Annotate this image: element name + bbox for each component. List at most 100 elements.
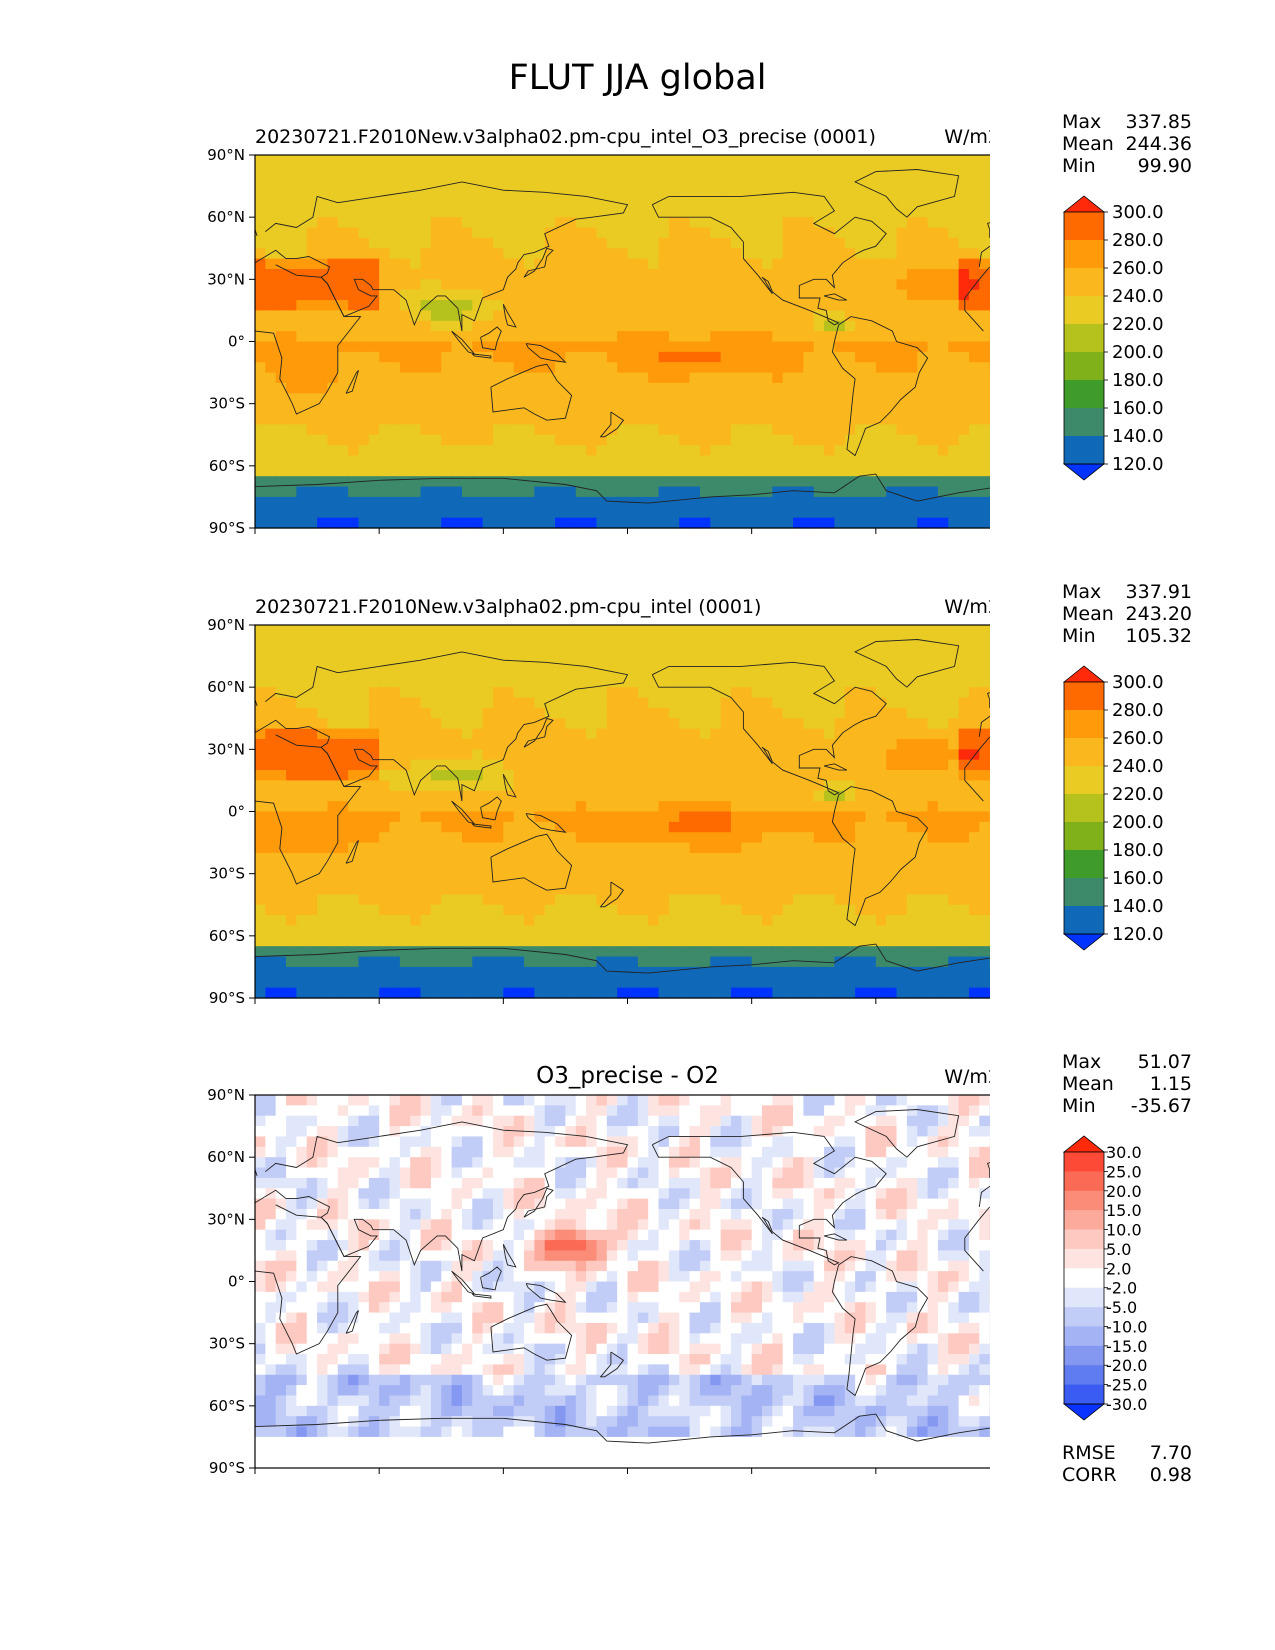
field-cell [958, 697, 970, 709]
field-cell [472, 635, 484, 647]
field-cell [834, 310, 846, 322]
field-cell [855, 372, 867, 384]
field-cell [586, 414, 598, 425]
field-cell [606, 300, 618, 312]
field-cell [751, 455, 763, 467]
field-cell [937, 414, 949, 425]
field-cell [410, 894, 422, 906]
field-cell [368, 625, 380, 636]
field-cell [658, 873, 670, 885]
field-cell [648, 445, 660, 457]
field-cell [627, 424, 639, 436]
field-cell [803, 780, 815, 792]
field-cell [575, 186, 587, 198]
field-cell [565, 175, 577, 187]
field-cell [358, 300, 370, 312]
field-cell [824, 268, 836, 280]
field-cell [275, 728, 287, 740]
field-cell [782, 372, 794, 384]
field-cell [937, 289, 949, 301]
field-cell [896, 687, 908, 699]
field-cell [855, 790, 867, 802]
field-cell [544, 382, 556, 394]
field-cell [617, 821, 629, 833]
field-cell [782, 351, 794, 363]
field-cell [813, 289, 825, 301]
field-cell [927, 894, 939, 906]
field-cell [596, 780, 608, 792]
colorbar-tick-label: 260.0 [1112, 258, 1164, 279]
field-cell [306, 687, 318, 699]
field-cell [275, 258, 287, 270]
field-cell [793, 206, 805, 218]
field-cell [596, 635, 608, 647]
field-cell [555, 718, 567, 730]
field-cell [482, 811, 494, 823]
field-cell [906, 300, 918, 312]
field-cell [875, 268, 887, 280]
field-cell [886, 863, 898, 875]
field-cell [513, 331, 525, 343]
field-cell [741, 915, 753, 927]
field-cell [855, 206, 867, 218]
field-cell [762, 780, 773, 792]
field-cell [824, 310, 836, 322]
field-cell [492, 258, 504, 270]
field-cell [979, 832, 990, 844]
field-cell [296, 217, 308, 229]
field-cell [617, 465, 629, 477]
field-cell [596, 863, 608, 875]
field-cell [979, 645, 990, 657]
field-cell [296, 656, 308, 668]
field-cell [482, 341, 494, 353]
field-cell [751, 217, 763, 229]
field-cell [389, 268, 401, 280]
field-cell [948, 759, 960, 771]
field-cell [968, 351, 980, 363]
field-cell [679, 175, 691, 187]
field-cell [275, 486, 287, 498]
field-cell [420, 625, 432, 636]
field-cell [958, 455, 970, 467]
field-cell [824, 842, 836, 854]
field-cell [637, 445, 649, 457]
field-cell [844, 455, 856, 467]
field-cell [958, 852, 970, 864]
field-cell [627, 217, 639, 229]
field-cell [565, 915, 577, 927]
field-cell [648, 403, 660, 415]
field-cell [627, 268, 639, 280]
field-cell [586, 362, 598, 374]
field-cell [389, 666, 401, 678]
field-cell [575, 707, 587, 719]
field-cell [813, 832, 825, 844]
field-cell [710, 925, 722, 937]
field-cell [875, 728, 887, 740]
field-cell [710, 331, 722, 343]
field-cell [358, 320, 370, 332]
field-cell [834, 186, 846, 198]
field-cell [586, 289, 598, 301]
field-cell [834, 486, 846, 498]
field-cell [492, 635, 504, 647]
field-cell [399, 687, 411, 699]
field-cell [979, 310, 990, 322]
field-cell [730, 801, 742, 813]
field-cell [648, 289, 660, 301]
field-cell [606, 842, 618, 854]
field-cell [472, 894, 484, 906]
field-cell [751, 445, 763, 457]
field-cell [503, 507, 515, 519]
field-cell [617, 196, 629, 208]
field-cell [782, 894, 794, 906]
field-cell [648, 707, 660, 719]
field-cell [772, 749, 784, 761]
field-cell [524, 476, 535, 488]
field-cell [741, 811, 753, 823]
field-cell [875, 738, 887, 750]
field-cell [451, 393, 463, 405]
field-cell [544, 434, 556, 446]
field-cell [937, 300, 949, 312]
field-cell [927, 915, 939, 927]
field-cell [772, 227, 784, 239]
